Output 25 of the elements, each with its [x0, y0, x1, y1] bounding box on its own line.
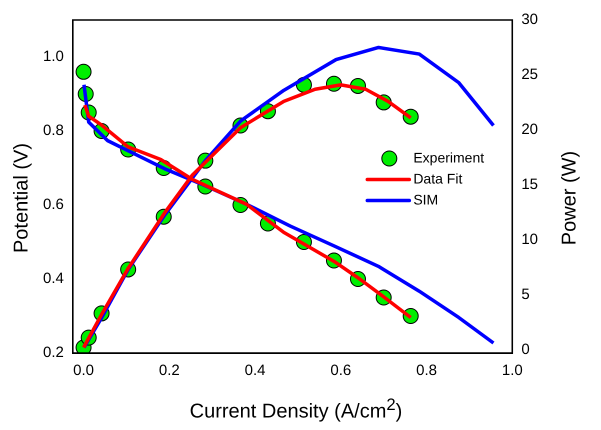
y2-tick-label: 15 — [521, 176, 538, 193]
y-tick-label: 0.6 — [42, 196, 64, 214]
x-tick-label: 0.2 — [158, 362, 180, 380]
x-axis-title: Current Density (A/cm$^{2}$) — [190, 395, 402, 424]
y2-tick-label: 0 — [521, 340, 530, 358]
y-tick-label: 0.4 — [42, 270, 64, 288]
y-tick-label: 1.0 — [42, 48, 64, 66]
y2-tick-label: 25 — [521, 66, 538, 84]
legend-label: SIM — [413, 191, 438, 208]
y-tick-label: 0.2 — [42, 344, 64, 362]
y2-tick-label: 20 — [521, 121, 538, 138]
y2-tick-label: 10 — [521, 230, 538, 248]
legend-label: Data Fit — [413, 170, 462, 186]
y-tick-label: 0.8 — [42, 122, 64, 140]
point — [76, 64, 92, 80]
x-tick-label: 0.4 — [244, 362, 266, 380]
x-tick-label: 0.8 — [416, 362, 437, 380]
y2-axis-title: Power (W) — [558, 150, 582, 246]
y2-tick-label: 30 — [521, 11, 538, 28]
x-tick-label: 0.6 — [330, 362, 352, 380]
x-tick-label: 0.0 — [73, 362, 94, 380]
x-tick-label: 1.0 — [502, 362, 523, 380]
y2-tick-label: 5 — [521, 286, 530, 303]
y-axis-title: Potential (V) — [10, 142, 34, 254]
legend-label: Experiment — [413, 149, 484, 166]
